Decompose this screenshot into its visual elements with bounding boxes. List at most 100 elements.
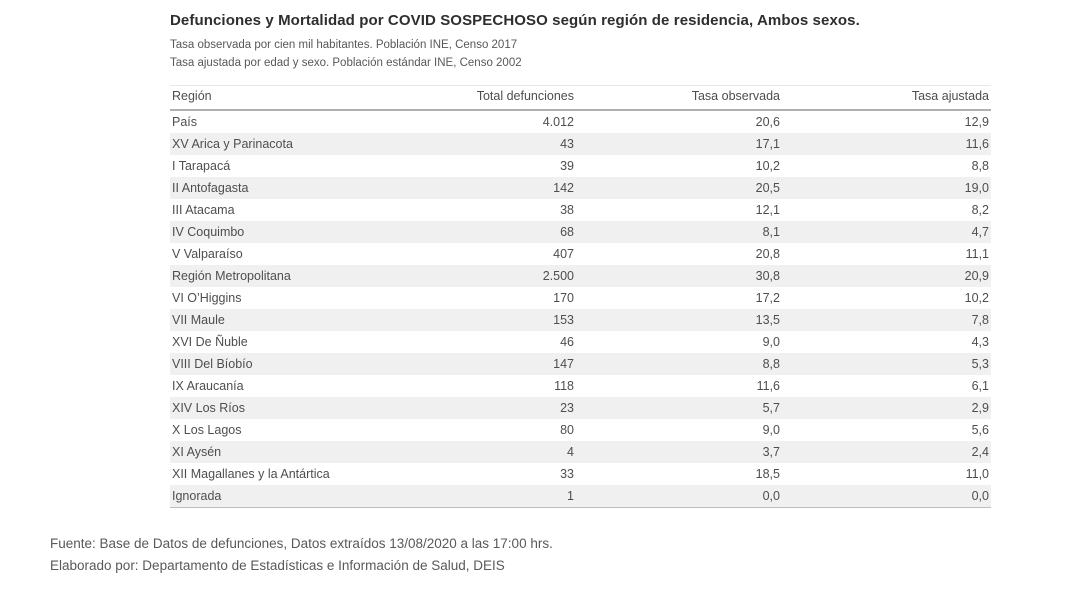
table-cell-tasa-observada: 9,0 <box>762 335 780 349</box>
table-cell-total-defunciones: 147 <box>553 357 574 371</box>
table-header-row: Región Total defunciones Tasa observada Tas… <box>170 85 991 111</box>
table-row: XI Aysén 4 3,7 2,4 <box>170 441 991 463</box>
table-cell-total-defunciones: 118 <box>554 379 574 393</box>
table-cell-tasa-ajustada: 7,8 <box>971 313 989 327</box>
table-cell-region: V Valparaíso <box>172 247 243 261</box>
table-cell-region: II Antofagasta <box>172 181 249 195</box>
table-cell-total-defunciones: 80 <box>560 423 574 437</box>
table-row: II Antofagasta 142 20,5 19,0 <box>170 177 991 199</box>
table-cell-region: VI O’Higgins <box>172 291 242 305</box>
subtitle-adjusted-rate: Tasa ajustada por edad y sexo. Población… <box>170 57 522 69</box>
table-cell-tasa-ajustada: 19,0 <box>964 181 989 195</box>
table-row: VII Maule 153 13,5 7,8 <box>170 309 991 331</box>
table-cell-tasa-ajustada: 11,1 <box>965 247 989 261</box>
table-cell-region: IV Coquimbo <box>172 225 245 239</box>
table-cell-tasa-ajustada: 0,0 <box>782 485 991 508</box>
source-note: Fuente: Base de Datos de defunciones, Da… <box>50 536 553 551</box>
table-cell-tasa-ajustada: 12,9 <box>964 115 989 129</box>
table-cell-tasa-observada: 0,0 <box>576 485 782 508</box>
table-row: Ignorada 1 0,0 0,0 <box>170 485 991 508</box>
table-cell-tasa-observada: 13,5 <box>755 313 780 327</box>
table-cell-total-defunciones: 38 <box>560 203 574 217</box>
table-cell-tasa-observada: 12,1 <box>755 203 780 217</box>
page-title: Defunciones y Mortalidad por COVID SOSPE… <box>170 12 860 29</box>
table-row: XII Magallanes y la Antártica 33 18,5 11,0 <box>170 463 991 485</box>
table-cell-total-defunciones: 4.012 <box>542 115 574 129</box>
table-row: IX Araucanía 118 11,6 6,1 <box>170 375 991 397</box>
report-footer: Fuente: Base de Datos de defunciones, Da… <box>50 533 553 577</box>
table-cell-region: VIII Del Bíobío <box>172 357 253 371</box>
column-header-tasa-observada: Tasa observada <box>576 85 782 111</box>
table-cell-tasa-observada: 30,8 <box>755 269 780 283</box>
table-cell-region: IX Araucanía <box>172 379 244 393</box>
table-cell-region: XIV Los Ríos <box>172 401 245 415</box>
table-cell-tasa-observada: 9,0 <box>762 423 780 437</box>
table-cell-region: XV Arica y Parinacota <box>172 137 293 151</box>
table-cell-region: X Los Lagos <box>172 423 242 437</box>
table-cell-tasa-observada: 20,6 <box>755 115 780 129</box>
table-row: XVI De Ñuble 46 9,0 4,3 <box>170 331 991 353</box>
table-cell-region: XVI De Ñuble <box>172 335 248 349</box>
table-cell-tasa-ajustada: 2,4 <box>971 445 989 459</box>
table-cell-region: XII Magallanes y la Antártica <box>172 467 330 481</box>
table-cell-total-defunciones: 4 <box>567 445 574 459</box>
table-row: País 4.012 20,6 12,9 <box>170 110 991 133</box>
table-cell-tasa-observada: 17,1 <box>755 137 780 151</box>
table-cell-region: XI Aysén <box>172 445 222 459</box>
table-cell-region: País <box>172 115 198 129</box>
table-cell-tasa-observada: 3,7 <box>762 445 780 459</box>
table-cell-total-defunciones: 142 <box>553 181 574 195</box>
table-cell-region: III Atacama <box>172 203 235 217</box>
table-cell-tasa-ajustada: 2,9 <box>971 401 989 415</box>
table-cell-tasa-ajustada: 20,9 <box>964 269 989 283</box>
table-row: Región Metropolitana 2.500 30,8 20,9 <box>170 265 991 287</box>
table-cell-total-defunciones: 407 <box>553 247 574 261</box>
table-cell-tasa-observada: 5,7 <box>762 401 780 415</box>
table-row: X Los Lagos 80 9,0 5,6 <box>170 419 991 441</box>
table-row: III Atacama 38 12,1 8,2 <box>170 199 991 221</box>
table-body: País 4.012 20,6 12,9 XV Arica y Parinacota 43… <box>170 110 991 508</box>
table-cell-tasa-ajustada: 4,3 <box>971 335 989 349</box>
table-cell-total-defunciones: 23 <box>560 401 574 415</box>
table-cell-tasa-ajustada: 11,0 <box>965 467 989 481</box>
column-header-region: Región <box>170 85 460 111</box>
subtitle-observed-rate: Tasa observada por cien mil habitantes. … <box>170 39 518 51</box>
table-cell-region: I Tarapacá <box>172 159 231 173</box>
table-cell-tasa-ajustada: 8,2 <box>971 203 989 217</box>
table-row: XIV Los Ríos 23 5,7 2,9 <box>170 397 991 419</box>
table-cell-tasa-observada: 17,2 <box>755 291 780 305</box>
table-cell-tasa-ajustada: 8,8 <box>971 159 989 173</box>
column-header-total-defunciones: Total defunciones <box>460 85 576 111</box>
mortality-table: Región Total defunciones Tasa observada Tas… <box>170 85 991 508</box>
table-row: V Valparaíso 407 20,8 11,1 <box>170 243 991 265</box>
table-row: IV Coquimbo 68 8,1 4,7 <box>170 221 991 243</box>
table-cell-region: Región Metropolitana <box>172 269 291 283</box>
table-cell-tasa-ajustada: 11,6 <box>965 137 989 151</box>
table-cell-total-defunciones: 170 <box>553 291 574 305</box>
table-row: I Tarapacá 39 10,2 8,8 <box>170 155 991 177</box>
table-cell-tasa-observada: 18,5 <box>755 467 780 481</box>
table-cell-total-defunciones: 68 <box>560 225 574 239</box>
table-cell-tasa-observada: 11,6 <box>756 379 780 393</box>
table-cell-tasa-ajustada: 4,7 <box>971 225 989 239</box>
elaborated-by-note: Elaborado por: Departamento de Estadísti… <box>50 558 505 573</box>
table-cell-region: Ignorada <box>170 485 460 508</box>
column-header-tasa-ajustada: Tasa ajustada <box>782 85 991 111</box>
table-cell-tasa-ajustada: 5,3 <box>971 357 989 371</box>
table-cell-total-defunciones: 2.500 <box>542 269 574 283</box>
table-cell-tasa-ajustada: 6,1 <box>971 379 989 393</box>
table-cell-total-defunciones: 46 <box>560 335 574 349</box>
table-cell-total-defunciones: 1 <box>460 485 576 508</box>
table-cell-tasa-observada: 8,8 <box>762 357 780 371</box>
table-row: VIII Del Bíobío 147 8,8 5,3 <box>170 353 991 375</box>
table-cell-tasa-ajustada: 5,6 <box>971 423 989 437</box>
table-cell-region: VII Maule <box>172 313 225 327</box>
table-cell-total-defunciones: 33 <box>560 467 574 481</box>
table-row: VI O’Higgins 170 17,2 10,2 <box>170 287 991 309</box>
table-cell-tasa-observada: 8,1 <box>762 225 780 239</box>
table-cell-tasa-observada: 10,2 <box>755 159 780 173</box>
table-cell-total-defunciones: 153 <box>553 313 574 327</box>
table-cell-tasa-observada: 20,8 <box>755 247 780 261</box>
table-cell-tasa-observada: 20,5 <box>755 181 780 195</box>
table-cell-tasa-ajustada: 10,2 <box>964 291 989 305</box>
